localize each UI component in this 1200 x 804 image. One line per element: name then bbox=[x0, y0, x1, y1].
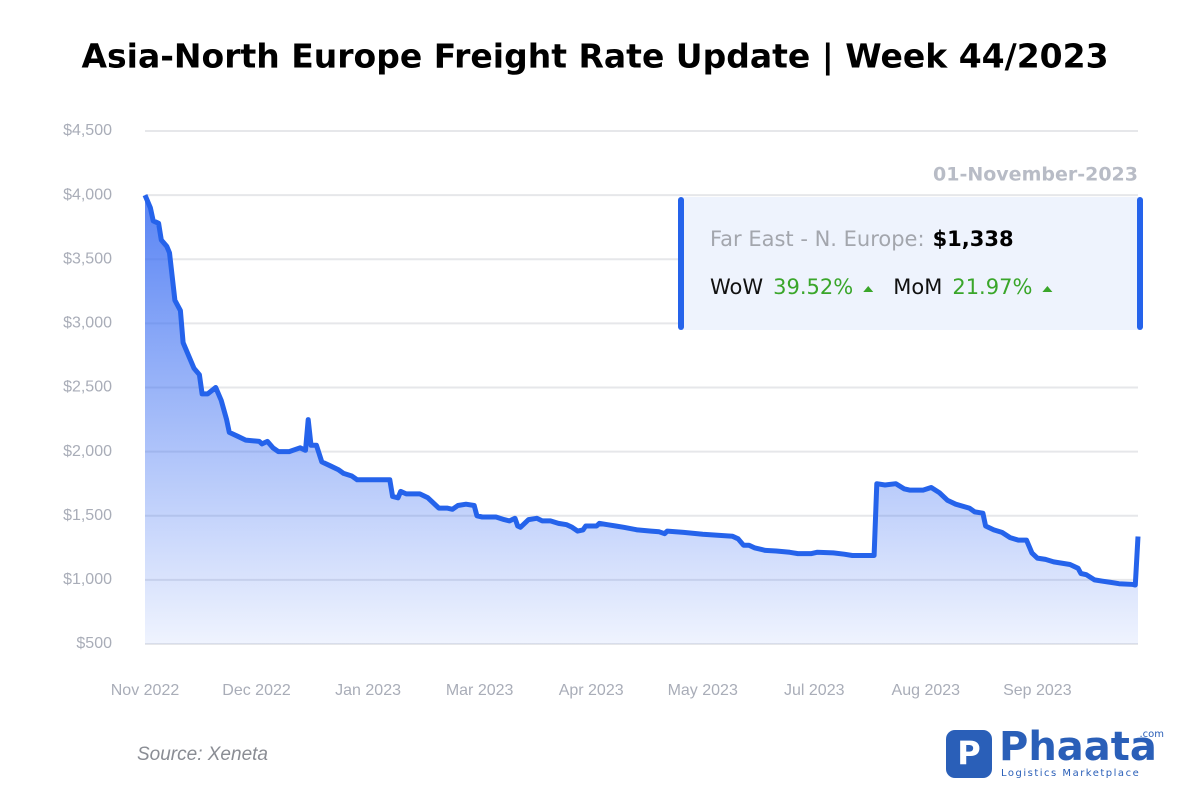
up-arrow bbox=[863, 286, 874, 292]
x-tick-label: Nov 2022 bbox=[111, 682, 180, 699]
y-tick-label: $2,000 bbox=[63, 443, 112, 460]
y-tick-label: $4,500 bbox=[63, 122, 112, 139]
logo-icon bbox=[946, 730, 992, 778]
logo-name: Phaata bbox=[999, 724, 1157, 770]
logo-icon-letter: P bbox=[957, 734, 980, 772]
tooltip-box bbox=[681, 197, 1141, 330]
x-tick-label: Mar 2023 bbox=[446, 682, 514, 699]
x-tick-label: Dec 2022 bbox=[222, 682, 291, 699]
y-tick-label: $2,500 bbox=[63, 379, 112, 396]
logo-suffix: .com bbox=[1139, 729, 1164, 740]
x-tick-label: Sep 2023 bbox=[1003, 682, 1072, 699]
y-tick-label: $1,000 bbox=[63, 571, 112, 588]
y-tick-label: $500 bbox=[76, 635, 112, 652]
x-tick-label: Aug 2023 bbox=[892, 682, 961, 699]
tooltip-wow: 39.52% bbox=[773, 275, 853, 299]
y-tick-label: $4,000 bbox=[63, 186, 112, 203]
y-tick-label: $1,500 bbox=[63, 507, 112, 524]
tooltip-wow-label: WoW bbox=[710, 275, 763, 299]
x-tick-label: Apr 2023 bbox=[559, 682, 624, 699]
area bbox=[145, 195, 1138, 644]
x-tick-label: May 2023 bbox=[668, 682, 738, 699]
logo-tagline: Logistics Marketplace bbox=[1001, 768, 1140, 779]
up-arrow bbox=[1042, 286, 1053, 292]
tooltip-route: Far East - N. Europe: bbox=[710, 227, 925, 251]
x-tick-label: Jul 2023 bbox=[784, 682, 845, 699]
y-tick-label: $3,500 bbox=[63, 250, 112, 267]
tooltip-rate: $1,338 bbox=[933, 227, 1014, 251]
tooltip-date: 01-November-2023 bbox=[933, 164, 1138, 186]
x-tick-label: Jan 2023 bbox=[335, 682, 401, 699]
tooltip-mom-label: MoM bbox=[893, 275, 942, 299]
line bbox=[142, 194, 1141, 588]
tooltip-border bbox=[1137, 197, 1143, 330]
source: Source: Xeneta bbox=[137, 744, 268, 765]
tooltip-mom: 21.97% bbox=[952, 275, 1032, 299]
y-tick-label: $3,000 bbox=[63, 315, 112, 332]
tooltip-border bbox=[678, 197, 684, 330]
chart-title: Asia-North Europe Freight Rate Update | … bbox=[81, 37, 1108, 76]
